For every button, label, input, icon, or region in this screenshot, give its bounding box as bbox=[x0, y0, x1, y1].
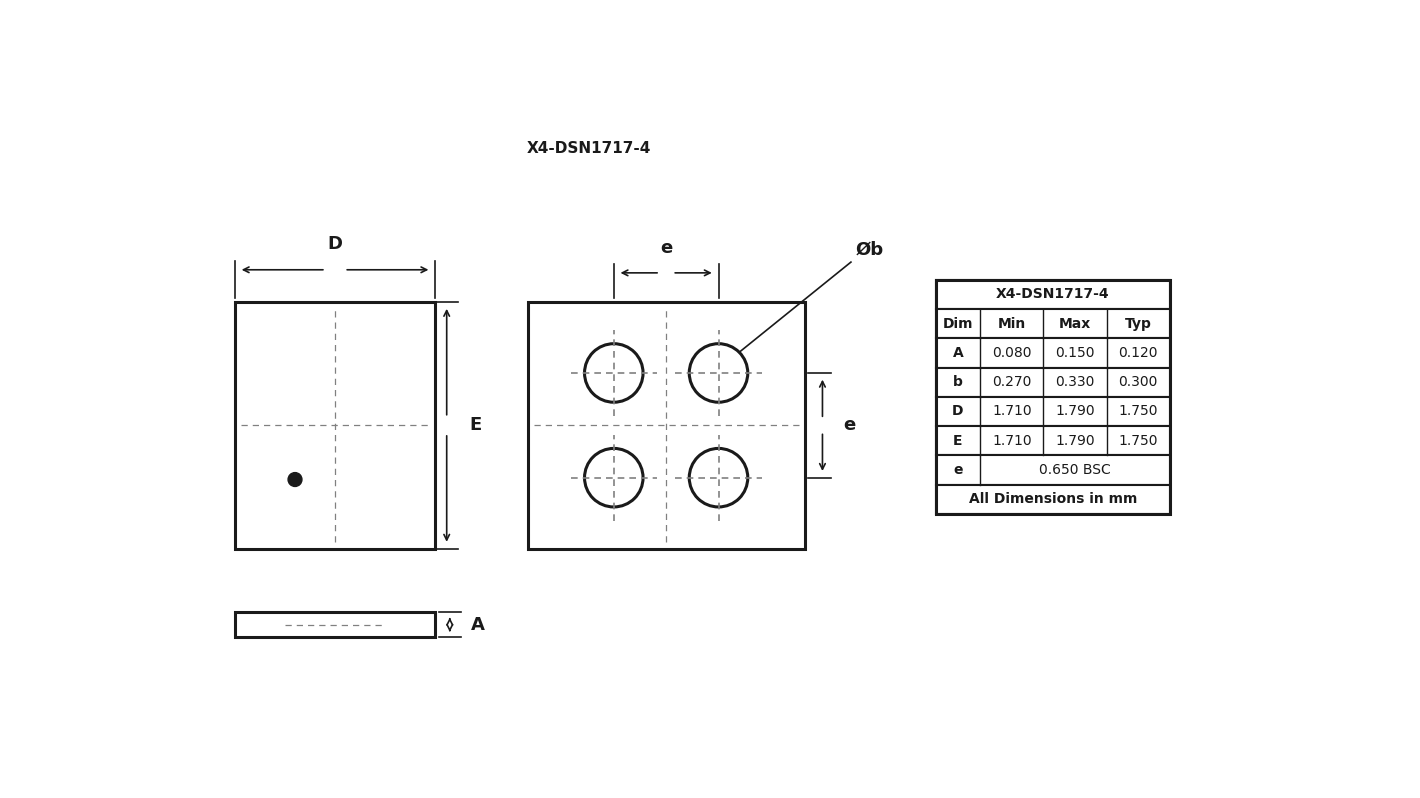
Text: E: E bbox=[470, 417, 481, 434]
Text: 1.750: 1.750 bbox=[1119, 405, 1157, 418]
Text: 1.710: 1.710 bbox=[993, 405, 1032, 418]
Text: 0.120: 0.120 bbox=[1119, 346, 1157, 360]
Text: b: b bbox=[953, 375, 963, 389]
Bar bbox=[936, 280, 1170, 514]
Bar bbox=[234, 302, 435, 548]
Text: 0.080: 0.080 bbox=[993, 346, 1032, 360]
Text: 1.790: 1.790 bbox=[1055, 434, 1095, 448]
Circle shape bbox=[689, 448, 748, 507]
Text: E: E bbox=[953, 434, 963, 448]
Circle shape bbox=[585, 448, 643, 507]
Circle shape bbox=[585, 344, 643, 402]
Text: 1.710: 1.710 bbox=[993, 434, 1032, 448]
Text: 0.330: 0.330 bbox=[1055, 375, 1095, 389]
Bar bbox=[936, 456, 1170, 484]
Text: X4-DSN1717-4: X4-DSN1717-4 bbox=[995, 287, 1109, 302]
Text: 0.270: 0.270 bbox=[993, 375, 1031, 389]
Text: X4-DSN1717-4: X4-DSN1717-4 bbox=[527, 140, 652, 156]
Text: A: A bbox=[953, 346, 963, 360]
Bar bbox=[234, 612, 435, 637]
Circle shape bbox=[288, 472, 302, 487]
Text: 1.750: 1.750 bbox=[1119, 434, 1157, 448]
Text: 0.300: 0.300 bbox=[1119, 375, 1157, 389]
Text: 0.150: 0.150 bbox=[1055, 346, 1095, 360]
Text: Max: Max bbox=[1059, 317, 1091, 330]
Text: D: D bbox=[328, 235, 342, 253]
Text: D: D bbox=[953, 405, 964, 418]
Bar bbox=[936, 280, 1170, 309]
Text: All Dimensions in mm: All Dimensions in mm bbox=[968, 492, 1137, 506]
Text: Min: Min bbox=[998, 317, 1027, 330]
Text: e: e bbox=[660, 239, 672, 258]
Circle shape bbox=[689, 344, 748, 402]
Text: e: e bbox=[843, 417, 855, 434]
Text: Typ: Typ bbox=[1125, 317, 1152, 330]
Text: Dim: Dim bbox=[943, 317, 973, 330]
Bar bbox=[936, 309, 1170, 338]
Text: 0.650 BSC: 0.650 BSC bbox=[1039, 463, 1110, 477]
Text: 1.790: 1.790 bbox=[1055, 405, 1095, 418]
Bar bbox=[936, 426, 1170, 456]
Text: Øb: Øb bbox=[856, 241, 883, 259]
Bar bbox=[936, 368, 1170, 397]
Bar bbox=[528, 302, 805, 548]
Bar bbox=[936, 484, 1170, 514]
Text: A: A bbox=[471, 616, 486, 634]
Bar bbox=[936, 397, 1170, 426]
Text: e: e bbox=[953, 463, 963, 477]
Bar bbox=[936, 338, 1170, 368]
